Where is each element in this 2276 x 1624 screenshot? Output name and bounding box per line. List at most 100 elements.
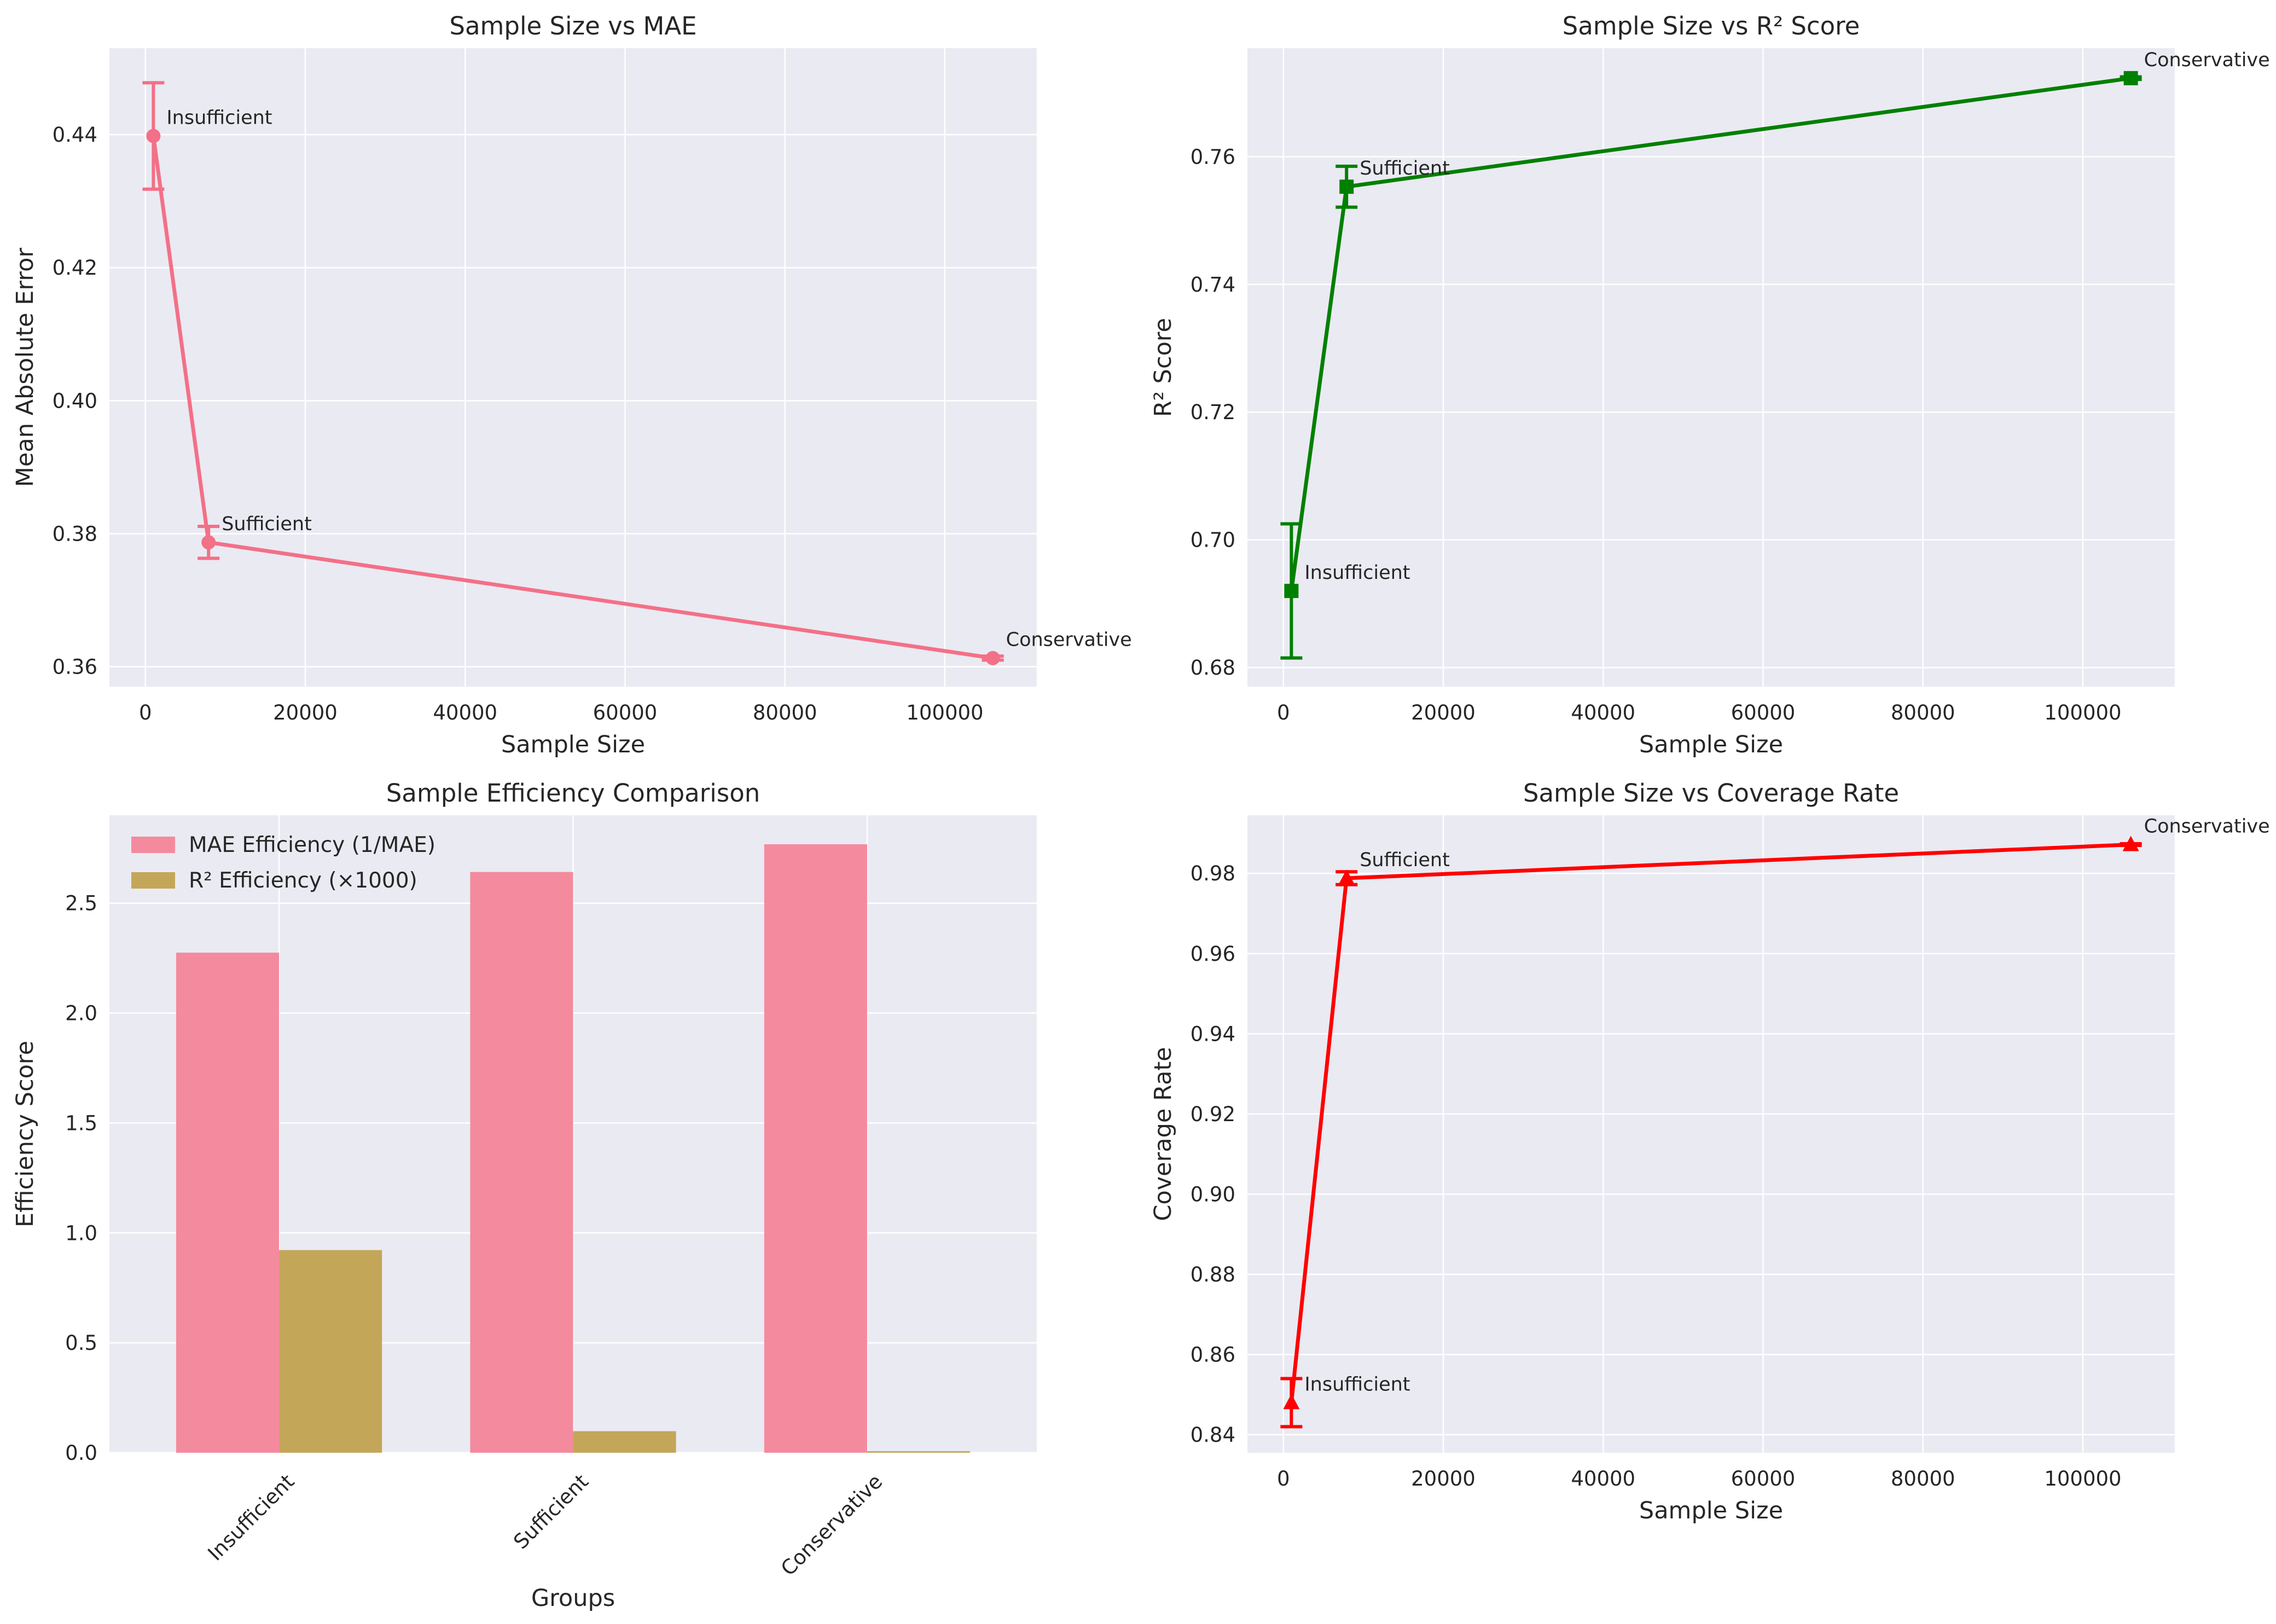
bar-mae-conservative <box>764 844 867 1453</box>
mae-annotation-conservative: Conservative <box>1006 629 1132 651</box>
coverage-xtick-label: 20000 <box>1411 1467 1476 1490</box>
efficiency-ytick-label: 0.5 <box>65 1331 97 1355</box>
coverage-xtick-label: 80000 <box>1891 1467 1955 1490</box>
coverage-annotation-insufficient: Insufficient <box>1304 1373 1410 1395</box>
coverage-grid <box>1247 815 2175 1453</box>
efficiency-category-label: Sufficient <box>509 1470 593 1553</box>
efficiency-ytick-label: 1.5 <box>65 1111 97 1135</box>
mae-point-conservative <box>985 651 1000 665</box>
efficiency-chart-title: Sample Efficiency Comparison <box>386 779 760 808</box>
mae-ytick-label: 0.38 <box>53 522 97 546</box>
coverage-ytick-label: 0.94 <box>1191 1022 1235 1046</box>
r2-xtick-label: 80000 <box>1891 701 1955 724</box>
r2-xtick-label: 100000 <box>2044 701 2121 724</box>
mae-xtick-label: 40000 <box>433 701 497 724</box>
r2-annotation-insufficient: Insufficient <box>1304 562 1410 584</box>
efficiency-ytick-label: 2.0 <box>65 1002 97 1025</box>
r2-ytick-label: 0.72 <box>1191 401 1235 424</box>
coverage-ytick-label: 0.96 <box>1191 942 1235 966</box>
r2-annotation-sufficient: Sufficient <box>1360 158 1450 179</box>
r2-point-conservative <box>2123 71 2138 85</box>
efficiency-panel: Sample Efficiency Comparison Groups Effi… <box>11 779 1037 1612</box>
r2-plot-area <box>1247 48 2175 687</box>
efficiency-ytick-label: 0.0 <box>65 1441 97 1465</box>
efficiency-bars <box>176 844 971 1453</box>
coverage-tick-labels: 0.84 0.86 0.88 0.90 0.92 0.94 0.96 0.98 0 20000 40… <box>1191 862 2122 1490</box>
coverage-xtick-label: 100000 <box>2044 1467 2121 1490</box>
mae-tick-labels: 0.36 0.38 0.40 0.42 0.44 0 20000 40000 60000 8000… <box>53 123 984 724</box>
efficiency-x-axis-label: Groups <box>531 1585 615 1612</box>
coverage-annotation-conservative: Conservative <box>2144 815 2270 837</box>
r2-ytick-label: 0.70 <box>1191 529 1235 552</box>
efficiency-ytick-label: 1.0 <box>65 1221 97 1245</box>
legend-swatch-r2 <box>131 872 175 889</box>
efficiency-category-label: Conservative <box>776 1470 887 1580</box>
legend-label-r2: R² Efficiency (×1000) <box>189 868 417 893</box>
coverage-xtick-label: 40000 <box>1571 1467 1635 1490</box>
r2-grid <box>1247 48 2175 687</box>
legend-label-mae: MAE Efficiency (1/MAE) <box>189 833 436 857</box>
coverage-ytick-label: 0.88 <box>1191 1263 1235 1286</box>
coverage-marks: Insufficient Sufficient Conservative <box>1280 815 2270 1429</box>
r2-xtick-label: 20000 <box>1411 701 1476 724</box>
mae-grid <box>109 48 1037 687</box>
bar-mae-insufficient <box>176 953 280 1453</box>
coverage-point-conservative <box>2122 836 2139 851</box>
bar-r2-sufficient <box>573 1431 676 1453</box>
coverage-annotation-sufficient: Sufficient <box>1360 849 1450 871</box>
coverage-ytick-label: 0.84 <box>1191 1423 1235 1447</box>
mae-xtick-label: 100000 <box>906 701 983 724</box>
coverage-y-axis-label: Coverage Rate <box>1149 1047 1177 1221</box>
mae-xtick-label: 20000 <box>273 701 338 724</box>
mae-point-insufficient <box>146 129 161 143</box>
coverage-ytick-label: 0.86 <box>1191 1343 1235 1366</box>
mae-x-axis-label: Sample Size <box>501 731 645 758</box>
r2-marks: Insufficient Sufficient Conservative <box>1280 49 2270 660</box>
r2-ytick-label: 0.74 <box>1191 273 1235 297</box>
mae-y-axis-label: Mean Absolute Error <box>11 248 39 488</box>
r2-xtick-label: 40000 <box>1571 701 1635 724</box>
mae-xtick-label: 60000 <box>593 701 658 724</box>
coverage-ytick-label: 0.92 <box>1191 1103 1235 1126</box>
coverage-ytick-label: 0.98 <box>1191 862 1235 885</box>
coverage-panel: Insufficient Sufficient Conservative Sampl… <box>1149 779 2270 1524</box>
bar-r2-conservative <box>867 1451 971 1453</box>
coverage-xtick-label: 60000 <box>1731 1467 1796 1490</box>
r2-xtick-label: 0 <box>1277 701 1290 724</box>
mae-annotation-insufficient: Insufficient <box>166 107 272 129</box>
coverage-x-axis-label: Sample Size <box>1639 1497 1783 1524</box>
r2-xtick-label: 60000 <box>1731 701 1796 724</box>
efficiency-ytick-label: 2.5 <box>65 892 97 915</box>
mae-plot-area <box>109 48 1037 687</box>
efficiency-y-axis-label: Efficiency Score <box>11 1041 39 1227</box>
r2-y-axis-label: R² Score <box>1149 318 1177 417</box>
r2-point-sufficient <box>1339 179 1354 194</box>
r2-ytick-label: 0.76 <box>1191 145 1235 169</box>
mae-annotation-sufficient: Sufficient <box>222 513 312 535</box>
mae-ytick-label: 0.42 <box>53 256 97 280</box>
r2-chart-title: Sample Size vs R² Score <box>1563 11 1860 40</box>
mae-marks: Insufficient Sufficient Conservative <box>142 81 1132 665</box>
mae-panel: Insufficient Sufficient Conservative Sampl… <box>11 11 1132 758</box>
efficiency-legend: MAE Efficiency (1/MAE) R² Efficiency (×1… <box>131 833 436 893</box>
legend-swatch-mae <box>131 837 175 853</box>
r2-tick-labels: 0.68 0.70 0.72 0.74 0.76 0 20000 40000 60000 8000… <box>1191 145 2122 724</box>
mae-chart-title: Sample Size vs MAE <box>449 11 696 40</box>
r2-x-axis-label: Sample Size <box>1639 731 1783 758</box>
r2-ytick-label: 0.68 <box>1191 656 1235 680</box>
r2-panel: Insufficient Sufficient Conservative Sampl… <box>1149 11 2270 758</box>
bar-r2-insufficient <box>279 1250 382 1453</box>
coverage-chart-title: Sample Size vs Coverage Rate <box>1523 779 1899 808</box>
mae-ytick-label: 0.36 <box>53 656 97 679</box>
mae-point-sufficient <box>201 535 216 550</box>
r2-point-insufficient <box>1284 583 1299 598</box>
mae-xtick-label: 0 <box>139 701 152 724</box>
bar-mae-sufficient <box>470 872 573 1453</box>
r2-annotation-conservative: Conservative <box>2144 49 2270 71</box>
coverage-point-insufficient <box>1283 1394 1300 1410</box>
efficiency-category-label: Insufficient <box>204 1470 299 1565</box>
coverage-point-sufficient <box>1338 869 1355 885</box>
mae-ytick-label: 0.40 <box>53 389 97 413</box>
coverage-plot-area <box>1247 815 2175 1453</box>
